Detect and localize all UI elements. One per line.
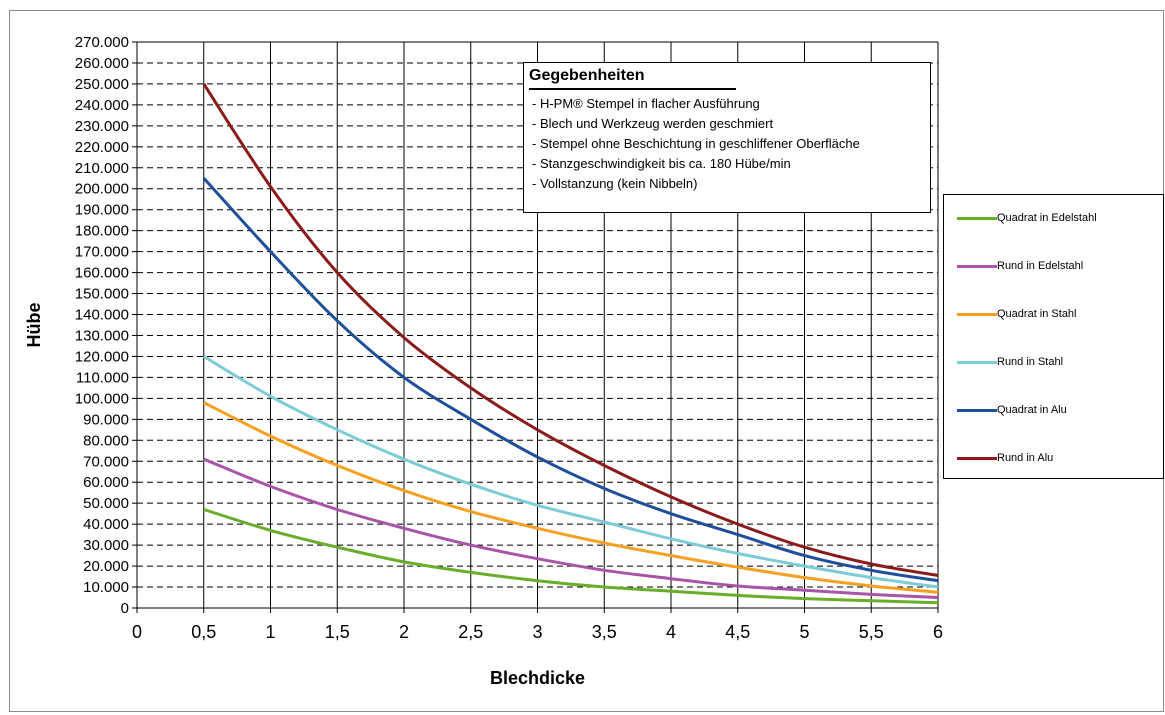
legend-swatch [957, 312, 997, 316]
legend-swatch [957, 216, 997, 220]
y-tick-label: 180.000 [75, 223, 129, 240]
legend-label: Quadrat in Edelstahl [997, 212, 1097, 224]
info-line: - Stanzgeschwindigkeit bis ca. 180 Hübe/… [532, 156, 791, 171]
legend-swatch [957, 408, 997, 412]
y-tick-label: 160.000 [75, 265, 129, 282]
x-axis-title: Blechdicke [490, 668, 585, 688]
x-tick-label: 6 [933, 622, 943, 642]
x-tick-label: 0,5 [191, 622, 216, 642]
x-tick-label: 1,5 [325, 622, 350, 642]
y-tick-label: 100.000 [75, 390, 129, 407]
y-tick-label: 90.000 [83, 411, 129, 428]
legend-swatch [957, 360, 997, 364]
legend-label: Rund in Alu [997, 452, 1054, 464]
series-line [203, 401, 939, 594]
x-tick-label: 1 [265, 622, 275, 642]
info-line: - Vollstanzung (kein Nibbeln) [532, 176, 698, 191]
y-tick-label: 270.000 [75, 34, 129, 51]
series-line [203, 508, 939, 605]
legend-item: Rund in Edelstahl [957, 258, 1083, 274]
y-tick-label: 190.000 [75, 202, 129, 219]
y-axis-title: Hübe [24, 303, 44, 348]
y-tick-label: 10.000 [83, 579, 129, 596]
legend-label: Rund in Stahl [997, 356, 1064, 368]
y-tick-label: 220.000 [75, 139, 129, 156]
y-tick-label: 250.000 [75, 76, 129, 93]
x-tick-label: 4 [666, 622, 676, 642]
x-tick-label: 3,5 [592, 622, 617, 642]
y-tick-label: 110.000 [76, 369, 129, 386]
y-tick-label: 240.000 [75, 97, 129, 114]
y-tick-label: 80.000 [83, 432, 129, 449]
legend-label: Quadrat in Stahl [997, 308, 1077, 320]
legend-item: Rund in Alu [957, 450, 1053, 466]
y-tick-label: 230.000 [75, 118, 129, 135]
series-line [203, 355, 939, 589]
y-tick-label: 70.000 [83, 453, 129, 470]
y-tick-label: 130.000 [75, 327, 129, 344]
x-tick-label: 2,5 [458, 622, 483, 642]
y-tick-label: 0 [121, 600, 129, 617]
legend-item: Quadrat in Alu [957, 402, 1067, 418]
info-title-underline [529, 88, 736, 90]
info-box: Gegebenheiten - H-PM® Stempel in flacher… [523, 62, 931, 213]
x-tick-label: 3 [532, 622, 542, 642]
y-tick-label: 260.000 [75, 55, 129, 72]
x-tick-label: 4,5 [725, 622, 750, 642]
y-tick-label: 120.000 [75, 348, 129, 365]
y-tick-label: 60.000 [83, 474, 129, 491]
series-line [203, 457, 939, 599]
series-line [202, 177, 939, 583]
y-tick-label: 30.000 [83, 537, 129, 554]
legend-item: Quadrat in Edelstahl [957, 210, 1097, 226]
info-lines: - H-PM® Stempel in flacher Ausführung - … [532, 94, 860, 194]
y-tick-label: 50.000 [83, 495, 129, 512]
info-line: - H-PM® Stempel in flacher Ausführung [532, 96, 760, 111]
y-tick-label: 140.000 [75, 307, 129, 324]
legend-swatch [957, 264, 997, 268]
y-tick-label: 40.000 [83, 516, 129, 533]
y-tick-label: 170.000 [75, 244, 129, 261]
info-title: Gegebenheiten [529, 67, 645, 84]
y-tick-label: 200.000 [75, 181, 129, 198]
legend-item: Rund in Stahl [957, 354, 1063, 370]
legend-label: Quadrat in Alu [997, 404, 1067, 416]
legend-swatch [957, 456, 997, 460]
legend-label: Rund in Edelstahl [997, 260, 1084, 272]
x-tick-label: 5 [799, 622, 809, 642]
info-line: - Blech und Werkzeug werden geschmiert [532, 116, 774, 131]
x-tick-label: 0 [132, 622, 142, 642]
legend-item: Quadrat in Stahl [957, 306, 1077, 322]
y-tick-label: 20.000 [83, 558, 129, 575]
x-tick-label: 2 [399, 622, 409, 642]
y-tick-label: 210.000 [75, 160, 129, 177]
series-line [202, 83, 939, 577]
y-tick-label: 150.000 [75, 286, 129, 303]
x-tick-label: 5,5 [859, 622, 884, 642]
legend: Quadrat in Edelstahl Rund in Edelstahl Q… [943, 194, 1164, 479]
info-line: - Stempel ohne Beschichtung in geschliff… [532, 136, 860, 151]
